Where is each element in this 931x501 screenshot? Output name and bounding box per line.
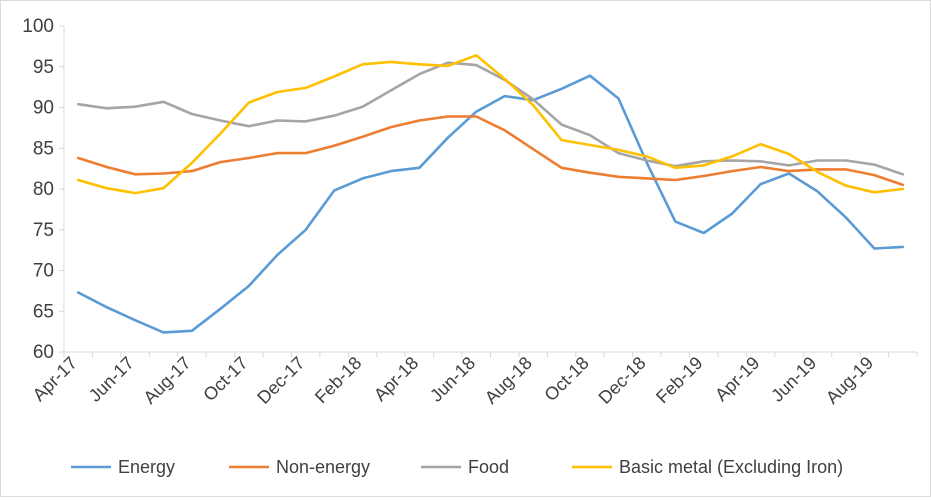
x-tick-label: Apr-19	[711, 353, 763, 405]
series-line-4	[76, 53, 905, 195]
x-tick-label: Feb-18	[311, 353, 365, 407]
series-line-2	[76, 115, 905, 187]
x-tick-label: Aug-19	[822, 353, 877, 408]
x-tick-label: Jun-19	[767, 353, 820, 406]
x-tick-label: Aug-18	[481, 353, 536, 408]
x-tick-label: Jun-17	[85, 353, 138, 406]
y-tick-label: 65	[33, 301, 54, 322]
x-tick-label: Jun-18	[426, 353, 479, 406]
series-line-1	[76, 74, 905, 334]
y-tick-label: 75	[33, 220, 54, 241]
legend-label-2: Non-energy	[276, 457, 370, 477]
y-tick-label: 95	[33, 57, 54, 78]
x-tick-label: Aug-17	[140, 353, 195, 408]
x-tick-label: Oct-17	[199, 353, 251, 405]
legend: Energy Non-energy Food Basic metal (Excludi…	[71, 457, 843, 477]
x-tick-label: Apr-18	[370, 353, 422, 405]
y-axis-ticks: 60 65 70 75 80 85 90 95 100	[22, 16, 64, 363]
legend-label-4: Basic metal (Excluding Iron)	[619, 457, 843, 477]
y-tick-label: 90	[33, 98, 54, 119]
series-line-3	[76, 61, 905, 176]
legend-label-3: Food	[468, 457, 509, 477]
x-axis-ticks: Apr-17 Jun-17 Aug-17 Oct-17 Dec-17 Feb-18 Apr-…	[29, 352, 918, 408]
y-tick-label: 100	[22, 16, 54, 37]
y-tick-label: 70	[33, 261, 54, 282]
axes	[63, 26, 917, 353]
x-tick-label: Feb-19	[652, 353, 706, 407]
x-tick-label: Dec-17	[253, 353, 308, 408]
y-tick-label: 85	[33, 138, 54, 159]
y-tick-label: 80	[33, 179, 54, 200]
legend-label-1: Energy	[118, 457, 175, 477]
x-tick-label: Oct-18	[540, 353, 592, 405]
series-lines	[76, 53, 905, 334]
y-tick-label: 60	[33, 342, 54, 363]
x-tick-label: Dec-18	[595, 353, 650, 408]
